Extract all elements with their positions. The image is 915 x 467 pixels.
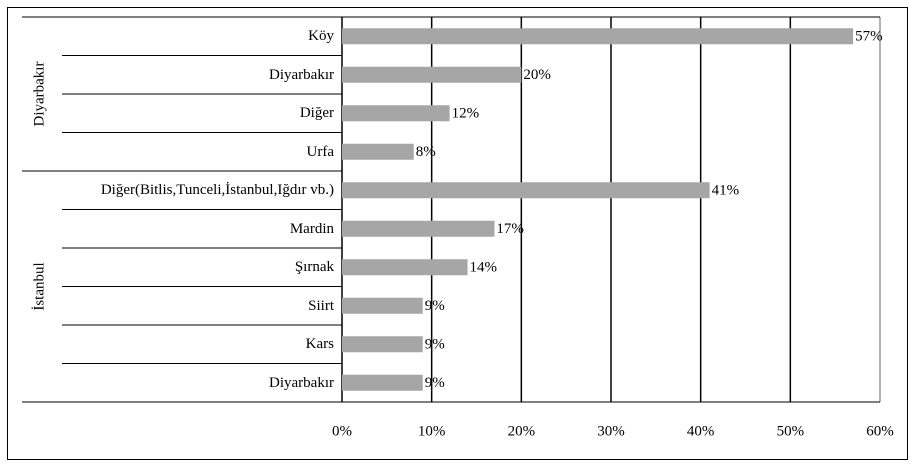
category-label-box: Mardin [289,220,334,237]
bar [342,105,450,122]
category-label-box: Diğer(Bitlis,Tunceli,İstanbul,Iğdır vb.) [100,182,334,199]
y-tick-label: Diyarbakır [269,374,334,391]
y-tick-label: Köy [308,28,334,45]
y-tick-label: Diğer(Bitlis,Tunceli,İstanbul,Iğdır vb.) [100,182,334,199]
data-label: 41% [712,183,740,199]
data-label: 57% [855,29,883,45]
category-label-box: Urfa [306,143,334,160]
group-label: İstanbul [31,262,47,310]
x-tick-label: 0% [332,423,352,439]
data-label: 14% [470,260,498,276]
category-label-box: Diğer [299,105,334,122]
bar [342,182,710,199]
x-tick-label: 40% [687,423,715,439]
category-label-box: Köy [308,28,334,45]
data-label: 8% [416,144,436,160]
y-tick-label: Diyarbakır [269,66,334,83]
bar [342,143,414,160]
data-label: 17% [496,221,524,237]
category-label-box: Siirt [308,297,334,314]
x-tick-label: 60% [866,423,894,439]
x-tick-label: 20% [508,423,536,439]
data-label: 9% [425,375,445,391]
y-tick-label: Şırnak [294,259,334,276]
bar [342,336,423,353]
x-tick-label: 50% [777,423,805,439]
data-label: 9% [425,298,445,314]
bar [342,220,495,237]
category-label-box: Şırnak [294,259,334,276]
y-tick-label: Kars [305,336,334,353]
y-tick-label: Siirt [308,297,334,314]
group-label: Diyarbakır [31,62,47,127]
bar [342,297,423,314]
category-label-box: Diyarbakır [269,66,334,83]
x-tick-label: 10% [418,423,446,439]
y-tick-label: Diğer [299,105,334,122]
bar [342,259,468,276]
x-tick-label: 30% [597,423,625,439]
bar [342,66,522,83]
data-label: 9% [425,337,445,353]
y-tick-label: Mardin [289,220,334,237]
bar [342,28,854,45]
category-label-box: Kars [305,336,334,353]
bar [342,374,423,391]
data-label: 12% [452,106,480,122]
category-label-box: Diyarbakır [269,374,334,391]
data-label: 20% [523,67,551,83]
y-tick-label: Urfa [306,143,334,160]
